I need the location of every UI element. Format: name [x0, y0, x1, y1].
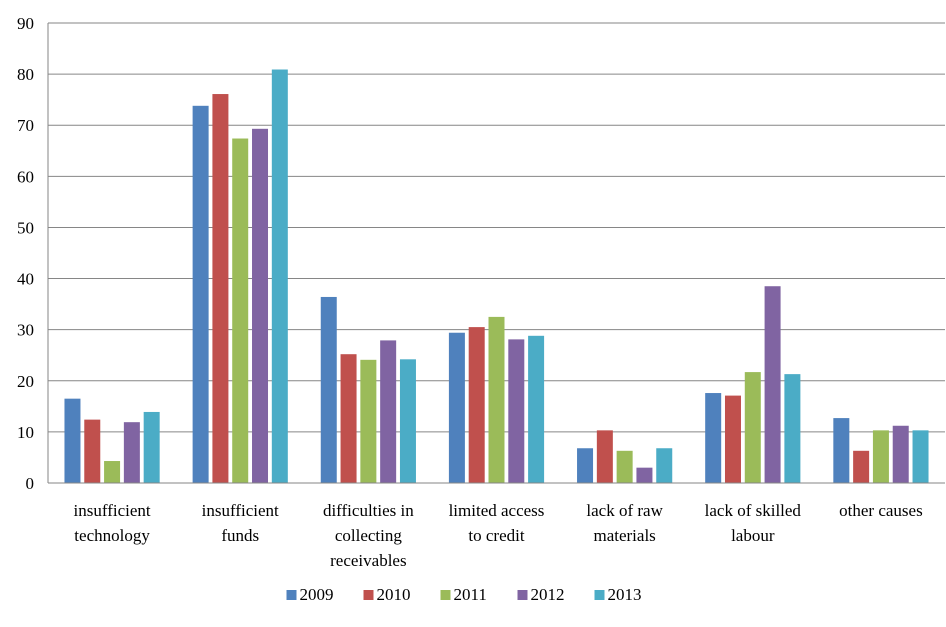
- bars: [64, 69, 929, 484]
- x-category-label: collecting: [335, 526, 403, 545]
- x-category-label: materials: [593, 526, 655, 545]
- category-labels: insufficient technology insufficient funds d…: [74, 501, 923, 570]
- x-category-label: lack of skilled: [705, 501, 802, 520]
- bar-2009-6: [833, 418, 850, 483]
- bar-2012-0: [123, 422, 140, 483]
- legend-swatch-2012: [517, 590, 528, 600]
- bar-2009-1: [192, 105, 209, 484]
- bar-2009-2: [320, 296, 337, 483]
- bar-2010-1: [212, 94, 229, 484]
- x-category-label: insufficient: [74, 501, 151, 520]
- bar-2010-5: [724, 395, 741, 483]
- x-category-label: to credit: [468, 526, 524, 545]
- bar-2010-2: [340, 354, 357, 483]
- bar-2013-0: [143, 411, 160, 483]
- bar-2013-1: [271, 69, 288, 483]
- bar-2009-3: [448, 332, 465, 483]
- legend-label-2009: 2009: [300, 585, 334, 604]
- bar-2012-2: [380, 340, 397, 483]
- bar-2011-5: [744, 372, 761, 483]
- y-tick-label: 80: [17, 65, 34, 84]
- legend-swatch-2013: [594, 590, 605, 600]
- bar-2011-6: [872, 430, 889, 483]
- legend-swatch-2010: [363, 590, 374, 600]
- bar-2009-5: [705, 393, 722, 483]
- bar-2009-4: [577, 448, 594, 483]
- y-tick-label: 90: [17, 14, 34, 33]
- y-tick-label: 40: [17, 270, 34, 289]
- bar-2012-3: [508, 339, 525, 483]
- bar-2013-5: [784, 374, 801, 483]
- y-tick-label: 60: [17, 167, 34, 186]
- legend-label-2013: 2013: [608, 585, 642, 604]
- y-tick-label: 70: [17, 116, 34, 135]
- y-tick-labels: 0 10 20 30 40 50 60 70 80 90: [17, 14, 34, 493]
- bar-2011-0: [104, 461, 121, 483]
- y-tick-label: 10: [17, 423, 34, 442]
- bar-2011-2: [360, 359, 377, 483]
- y-tick-label: 20: [17, 372, 34, 391]
- bar-2012-1: [252, 128, 269, 484]
- bar-2013-3: [528, 335, 545, 483]
- bar-2010-0: [84, 419, 101, 483]
- x-category-label: difficulties in: [323, 501, 414, 520]
- bar-2011-1: [232, 138, 249, 483]
- bar-2010-3: [468, 327, 485, 483]
- bar-2010-4: [596, 430, 613, 483]
- bar-2013-2: [399, 359, 416, 483]
- legend-label-2011: 2011: [454, 585, 487, 604]
- bar-2012-6: [892, 425, 909, 483]
- x-category-label: other causes: [839, 501, 923, 520]
- bar-2013-6: [912, 430, 929, 483]
- legend-swatch-2011: [440, 590, 451, 600]
- legend-label-2010: 2010: [377, 585, 411, 604]
- bar-2012-5: [764, 286, 781, 483]
- legend-label-2012: 2012: [531, 585, 565, 604]
- bar-2010-6: [853, 450, 870, 483]
- bar-2009-0: [64, 398, 81, 483]
- bar-2011-3: [488, 316, 505, 483]
- bar-2012-4: [636, 467, 653, 483]
- x-category-label: receivables: [330, 551, 406, 570]
- x-category-label: funds: [221, 526, 259, 545]
- axes: [47, 23, 945, 484]
- y-tick-label: 50: [17, 218, 34, 237]
- y-tick-label: 0: [26, 474, 35, 493]
- x-category-label: insufficient: [202, 501, 279, 520]
- x-category-label: labour: [731, 526, 775, 545]
- legend: 2009 2010 2011 2012 2013: [286, 585, 642, 604]
- x-category-label: lack of raw: [586, 501, 663, 520]
- y-tick-label: 30: [17, 321, 34, 340]
- legend-swatch-2009: [286, 590, 297, 600]
- bar-2011-4: [616, 450, 633, 483]
- x-category-label: technology: [74, 526, 150, 545]
- x-category-label: limited access: [449, 501, 545, 520]
- bar-2013-4: [656, 448, 673, 483]
